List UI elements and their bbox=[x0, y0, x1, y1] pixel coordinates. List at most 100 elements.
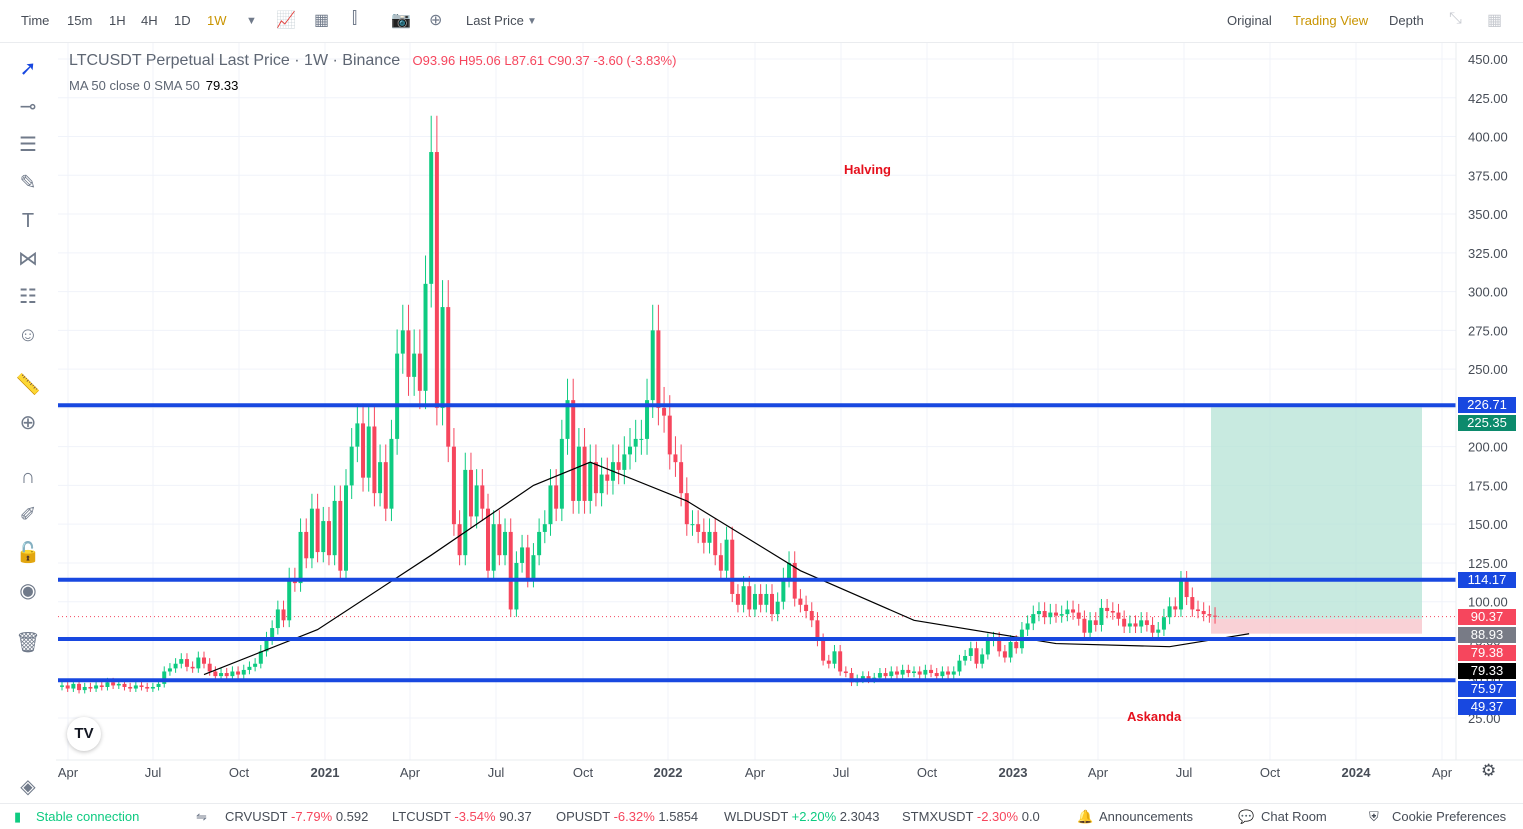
ticker-item[interactable]: WLDUSDT +2.20% 2.3043 bbox=[724, 809, 880, 824]
time-button[interactable]: Time bbox=[21, 13, 50, 28]
connection-status: Stable connection bbox=[36, 809, 140, 824]
camera-icon[interactable]: 📷 bbox=[391, 12, 411, 29]
price-type-chevron-icon[interactable]: ▼ bbox=[527, 16, 537, 27]
candle-body bbox=[576, 446, 581, 501]
announcements-link[interactable]: Announcements bbox=[1099, 809, 1193, 824]
candle-body bbox=[542, 524, 547, 532]
interval-1w[interactable]: 1W bbox=[207, 13, 227, 28]
candlestick-chart[interactable]: 450.00 425.00 400.00 375.00 350.00 325.00 300.… bbox=[0, 43, 1523, 803]
candle bbox=[463, 452, 468, 566]
add-icon[interactable]: ⊕ bbox=[429, 12, 443, 29]
candle bbox=[1088, 612, 1093, 639]
interval-15m[interactable]: 15m bbox=[67, 13, 93, 28]
candle-body bbox=[843, 671, 848, 674]
drawing-toolbar: ➚ ⊸ ☰ ✎ T ⋈ ☷ ☺ 📏 ⊕ ∩ ✐ 🔓 ◉ 🗑 ◈ bbox=[0, 43, 56, 803]
price-type-select[interactable]: Last Price bbox=[466, 13, 524, 28]
chart-area[interactable]: 450.00 425.00 400.00 375.00 350.00 325.00 300.… bbox=[0, 43, 1523, 803]
ticker-item[interactable]: CRVUSDT -7.79% 0.592 bbox=[225, 809, 369, 824]
view-trading-view[interactable]: Trading View bbox=[1293, 13, 1369, 28]
zoom-in-icon[interactable]: ⊕ bbox=[19, 412, 37, 434]
candle bbox=[968, 641, 973, 662]
candle-type-icon[interactable]: ⫿ bbox=[352, 10, 358, 27]
halving-annotation[interactable]: Halving bbox=[844, 162, 891, 177]
candle bbox=[1173, 597, 1178, 617]
candle-body bbox=[628, 446, 632, 455]
ruler-icon[interactable]: 📏 bbox=[15, 374, 41, 396]
chevron-down-icon[interactable]: ▼ bbox=[246, 15, 257, 27]
candle-body bbox=[224, 673, 229, 677]
candle-body bbox=[1014, 642, 1019, 649]
candle-body bbox=[832, 651, 837, 664]
interval-1d[interactable]: 1D bbox=[174, 13, 191, 28]
candle-body bbox=[1059, 614, 1064, 616]
candle bbox=[548, 469, 553, 536]
askanda-annotation[interactable]: Askanda bbox=[1127, 709, 1182, 724]
candle-body bbox=[571, 400, 576, 501]
candle bbox=[588, 444, 593, 514]
magnet-icon[interactable]: ∩ bbox=[20, 466, 36, 488]
interval-4h[interactable]: 4H bbox=[141, 13, 158, 28]
candle bbox=[1127, 615, 1132, 634]
layout-icon[interactable]: ▦ bbox=[314, 12, 330, 29]
trash-icon[interactable]: 🗑 bbox=[15, 632, 41, 654]
ticker-item[interactable]: OPUSDT -6.32% 1.5854 bbox=[556, 809, 699, 824]
candle-body bbox=[690, 524, 695, 526]
candle bbox=[241, 664, 246, 679]
candle bbox=[639, 419, 644, 455]
shield-icon[interactable]: ⛨ bbox=[1369, 809, 1379, 824]
candle bbox=[554, 469, 559, 522]
text-tool-icon[interactable]: T bbox=[21, 210, 35, 232]
tradingview-logo[interactable]: TV bbox=[67, 717, 101, 751]
ticker-settings-icon[interactable]: ⇋ bbox=[196, 809, 207, 824]
candle-body bbox=[179, 659, 184, 664]
candle bbox=[809, 602, 814, 628]
fib-lines-icon[interactable]: ☰ bbox=[19, 134, 37, 156]
cookie-preferences-link[interactable]: Cookie Preferences bbox=[1392, 809, 1507, 824]
legend-change: -3.60 (-3.83%) bbox=[593, 53, 677, 68]
prediction-icon[interactable]: ☷ bbox=[19, 286, 37, 308]
candle bbox=[423, 255, 428, 410]
candle bbox=[662, 386, 667, 433]
x-tick-label: Jul bbox=[488, 765, 505, 780]
price-axis-label: 79.38 bbox=[1458, 644, 1516, 661]
chat-room-link[interactable]: Chat Room bbox=[1261, 809, 1327, 824]
view-original[interactable]: Original bbox=[1227, 13, 1272, 28]
lock-drawings-icon[interactable]: ✐ bbox=[19, 504, 37, 526]
chat-icon[interactable]: 💬 bbox=[1238, 809, 1255, 824]
x-tick-label: Apr bbox=[58, 765, 79, 780]
brush-icon[interactable]: ✎ bbox=[19, 172, 37, 194]
candle bbox=[747, 575, 752, 617]
candle bbox=[94, 681, 99, 692]
candle-body bbox=[1042, 611, 1047, 618]
indicators-icon[interactable]: 📈 bbox=[276, 12, 296, 29]
candle-body bbox=[650, 330, 655, 401]
lock-icon[interactable]: 🔓 bbox=[15, 542, 41, 564]
trend-line-icon[interactable]: ⊸ bbox=[19, 96, 37, 118]
candle-body bbox=[707, 531, 712, 543]
eye-icon[interactable]: ◉ bbox=[19, 580, 37, 602]
candle bbox=[673, 436, 678, 477]
ma-value: 79.33 bbox=[205, 78, 239, 93]
emoji-icon[interactable]: ☺ bbox=[17, 324, 39, 346]
candle-body bbox=[287, 578, 292, 621]
ticker-item[interactable]: LTCUSDT -3.54% 90.37 bbox=[392, 809, 532, 824]
candle-body bbox=[838, 651, 843, 672]
collapse-icon[interactable]: ⤡ bbox=[1449, 10, 1462, 27]
candle-body bbox=[1213, 615, 1218, 617]
cursor-icon[interactable]: ➚ bbox=[19, 58, 37, 80]
candle-body bbox=[366, 426, 371, 478]
settings-gear-icon[interactable]: ⚙ bbox=[1481, 761, 1497, 780]
ticker-item[interactable]: STMXUSDT -2.30% 0.0 bbox=[902, 809, 1040, 824]
candle-body bbox=[656, 330, 661, 408]
layers-icon[interactable]: ◈ bbox=[20, 776, 36, 798]
y-tick-label: 450.00 bbox=[1468, 52, 1508, 67]
candle-body bbox=[1173, 606, 1178, 610]
candle bbox=[951, 666, 956, 679]
bell-icon[interactable]: 🔔 bbox=[1077, 809, 1094, 824]
candle-body bbox=[889, 671, 894, 677]
view-depth[interactable]: Depth bbox=[1389, 13, 1424, 28]
grid-layout-icon[interactable]: ▦ bbox=[1487, 12, 1503, 29]
interval-1h[interactable]: 1H bbox=[109, 13, 126, 28]
pattern-icon[interactable]: ⋈ bbox=[18, 248, 38, 270]
candle-body bbox=[599, 474, 604, 494]
